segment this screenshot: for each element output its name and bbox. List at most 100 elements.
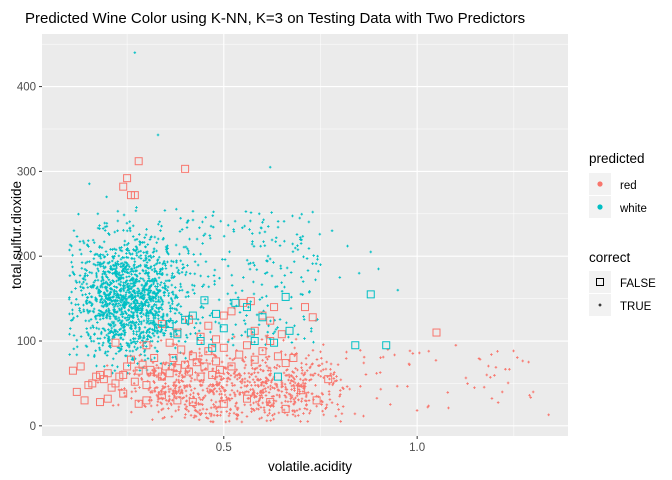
data-point — [107, 309, 111, 312]
data-point — [158, 376, 162, 380]
data-point — [213, 279, 216, 283]
data-point — [120, 308, 123, 311]
misclassified-point — [196, 332, 205, 341]
data-point — [164, 399, 168, 402]
misclassified-point — [285, 326, 294, 335]
data-point — [105, 312, 109, 316]
data-point — [154, 297, 158, 301]
data-point — [101, 265, 105, 268]
data-point — [128, 220, 132, 224]
data-point — [261, 401, 265, 405]
data-point — [251, 359, 255, 362]
data-point — [262, 408, 266, 412]
data-point — [494, 366, 498, 369]
data-point — [140, 339, 144, 342]
data-point — [281, 385, 284, 388]
data-point — [72, 316, 75, 320]
data-point — [238, 311, 242, 314]
data-point — [198, 412, 202, 415]
data-point — [103, 281, 107, 285]
data-point — [131, 320, 134, 323]
data-point — [127, 309, 131, 312]
data-point — [174, 346, 177, 350]
data-point — [105, 333, 109, 337]
data-point — [177, 302, 181, 306]
data-point — [113, 310, 116, 314]
data-point — [140, 331, 144, 334]
data-point — [243, 366, 247, 370]
data-point — [117, 346, 121, 350]
data-point — [304, 391, 308, 395]
data-point — [112, 247, 116, 251]
data-point — [276, 326, 279, 329]
data-point — [159, 229, 162, 232]
data-point — [249, 261, 252, 265]
data-point — [110, 259, 114, 263]
data-point — [132, 311, 136, 314]
data-point — [213, 268, 217, 272]
data-point — [150, 268, 154, 272]
data-point — [209, 406, 213, 410]
misclassified-point — [204, 321, 213, 330]
data-point — [102, 341, 105, 345]
legend-key-red — [597, 181, 603, 187]
data-point — [85, 308, 89, 312]
data-point — [293, 414, 297, 418]
data-point — [218, 276, 221, 280]
data-point — [302, 315, 305, 318]
data-point — [305, 407, 309, 411]
data-point — [122, 296, 125, 299]
data-point — [71, 270, 75, 274]
data-point — [133, 51, 137, 54]
data-point — [303, 373, 306, 376]
data-point — [178, 392, 182, 395]
data-point — [137, 337, 140, 341]
data-point — [175, 319, 178, 323]
data-point — [261, 348, 264, 352]
data-point — [82, 280, 85, 284]
data-point — [244, 356, 247, 359]
data-point — [139, 254, 143, 257]
data-point — [284, 395, 288, 399]
data-point — [189, 388, 193, 392]
data-point — [295, 409, 299, 412]
data-point — [136, 346, 139, 350]
data-point — [117, 278, 120, 282]
misclassified-point — [138, 360, 147, 369]
data-point — [171, 272, 174, 275]
data-point — [276, 220, 280, 223]
data-point — [200, 341, 203, 345]
data-point — [85, 345, 89, 348]
data-point — [265, 419, 269, 423]
data-point — [130, 278, 134, 281]
data-point — [151, 304, 155, 308]
data-point — [108, 291, 112, 295]
misclassified-point — [134, 157, 143, 166]
data-point — [129, 302, 133, 306]
data-point — [264, 355, 268, 359]
data-point — [175, 259, 178, 263]
data-point — [203, 298, 207, 301]
data-point — [185, 226, 189, 229]
data-point — [327, 390, 331, 393]
misclassified-point — [351, 341, 360, 350]
data-point — [92, 241, 96, 244]
data-point — [100, 295, 103, 298]
data-point — [92, 257, 96, 261]
data-point — [116, 304, 120, 308]
data-point — [252, 389, 256, 393]
data-point — [136, 287, 140, 290]
data-point — [157, 222, 160, 226]
data-point — [135, 278, 138, 281]
data-point — [134, 342, 138, 345]
data-point — [101, 253, 105, 257]
data-point — [183, 361, 186, 364]
data-point — [128, 287, 131, 291]
misclassified-point — [281, 292, 290, 301]
data-point — [75, 235, 79, 238]
data-point — [175, 343, 178, 346]
data-point — [162, 312, 165, 316]
data-point — [236, 389, 239, 393]
data-point — [329, 368, 332, 371]
data-point — [227, 376, 230, 380]
